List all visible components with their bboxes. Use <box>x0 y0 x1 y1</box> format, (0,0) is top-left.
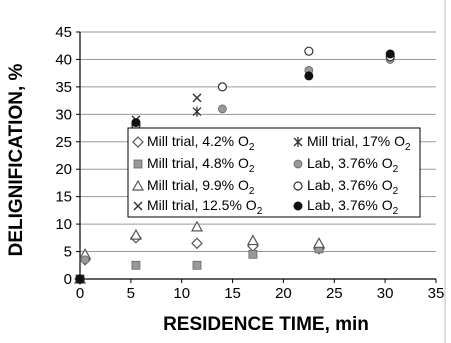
legend-marker <box>293 159 303 169</box>
legend-label-subscript: 2 <box>393 186 399 197</box>
legend-label-text: Lab, 3.76% O <box>307 197 393 213</box>
circle-marker <box>75 274 85 284</box>
square-marker <box>131 260 141 270</box>
circle-marker <box>293 201 303 211</box>
y-tick-label: 25 <box>55 134 72 151</box>
legend-label-subscript: 2 <box>257 206 263 217</box>
circle-marker <box>217 104 227 114</box>
x-tick-label: 25 <box>326 285 343 302</box>
triangle-marker <box>129 228 142 240</box>
data-point <box>246 234 259 246</box>
legend-box <box>127 127 421 218</box>
triangle-marker <box>313 237 326 248</box>
data-point <box>248 249 258 259</box>
data-point <box>131 118 141 128</box>
x-marker-stroke <box>133 201 143 211</box>
y-tick-label: 15 <box>55 189 72 206</box>
y-tick-label: 5 <box>64 244 72 261</box>
legend-label-text: Mill trial, 17% O <box>307 133 405 149</box>
circle-marker <box>131 118 141 128</box>
legend-label-text: Lab, 3.76% O <box>307 155 393 171</box>
legend-label-subscript: 2 <box>393 164 399 175</box>
legend-marker <box>293 137 303 147</box>
diamond-marker <box>191 237 203 250</box>
legend-label-text: Mill trial, 9.9% O <box>147 177 249 193</box>
x-tick-label: 5 <box>127 285 135 302</box>
data-point <box>192 260 202 270</box>
circle-marker <box>385 49 395 59</box>
legend-label-text: Lab, 3.76% O <box>307 177 393 193</box>
legend-label: Lab, 3.76% O2 <box>307 155 399 175</box>
y-tick-label: 35 <box>55 79 72 96</box>
y-axis-title: DELIGNIFICATION, % <box>6 63 27 256</box>
data-point <box>191 237 203 250</box>
legend-label: Lab, 3.76% O2 <box>307 197 399 217</box>
data-point <box>190 220 203 232</box>
data-point <box>217 104 227 114</box>
triangle-marker <box>131 179 145 191</box>
circle-marker <box>304 46 314 56</box>
triangle-marker <box>246 234 259 246</box>
data-point <box>192 106 202 117</box>
legend-marker <box>133 201 143 211</box>
legend-label-subscript: 2 <box>249 164 255 175</box>
legend-marker <box>131 179 145 191</box>
x-tick-label: 35 <box>428 285 445 302</box>
x-tick-label: 30 <box>377 285 394 302</box>
legend-label-subscript: 2 <box>249 186 255 197</box>
data-point <box>304 46 314 56</box>
legend-label: Lab, 3.76% O2 <box>307 177 399 197</box>
legend-marker <box>132 136 144 148</box>
y-tick-label: 20 <box>55 161 72 178</box>
circle-marker <box>304 71 314 81</box>
diamond-marker <box>132 136 144 148</box>
circle-marker <box>293 181 303 191</box>
x-marker-stroke <box>192 93 202 103</box>
x-axis-title: RESIDENCE TIME, min <box>163 314 369 335</box>
circle-marker <box>80 255 90 265</box>
y-tick-label: 10 <box>55 216 72 233</box>
data-point <box>131 260 141 270</box>
legend-label: Mill trial, 4.2% O2 <box>147 133 255 153</box>
data-point <box>80 255 90 265</box>
legend-label-subscript: 2 <box>393 206 399 217</box>
y-tick-label: 45 <box>55 24 72 41</box>
legend-label-subscript: 2 <box>405 142 411 153</box>
y-tick-label: 40 <box>55 51 72 68</box>
x-tick-label: 20 <box>275 285 292 302</box>
data-point <box>75 274 85 284</box>
data-point <box>217 82 227 92</box>
x-tick-label: 15 <box>224 285 241 302</box>
data-point <box>129 228 142 240</box>
legend-label-text: Mill trial, 4.8% O <box>147 155 249 171</box>
circle-marker <box>217 82 227 92</box>
y-tick-label: 0 <box>64 271 72 288</box>
circle-marker <box>293 159 303 169</box>
legend-label: Mill trial, 4.8% O2 <box>147 155 255 175</box>
legend-label: Mill trial, 17% O2 <box>307 133 411 153</box>
data-point <box>304 71 314 81</box>
legend-label: Mill trial, 12.5% O2 <box>147 197 263 217</box>
legend-marker <box>293 181 303 191</box>
legend-label-text: Mill trial, 12.5% O <box>147 197 257 213</box>
y-tick-label: 30 <box>55 106 72 123</box>
x-tick-label: 10 <box>173 285 190 302</box>
data-point <box>385 49 395 59</box>
legend-marker <box>133 159 143 169</box>
legend-marker <box>293 201 303 211</box>
x-tick-label: 0 <box>76 285 84 302</box>
legend-label-text: Mill trial, 4.2% O <box>147 133 249 149</box>
square-marker <box>248 249 258 259</box>
square-marker <box>133 159 143 169</box>
legend: Mill trial, 4.2% O2 Mill trial, 17% O2Mil… <box>127 127 421 218</box>
square-marker <box>192 260 202 270</box>
data-point <box>313 237 326 248</box>
legend-label: Mill trial, 9.9% O2 <box>147 177 255 197</box>
triangle-marker <box>190 220 203 232</box>
data-point <box>192 93 202 103</box>
legend-label-subscript: 2 <box>249 142 255 153</box>
